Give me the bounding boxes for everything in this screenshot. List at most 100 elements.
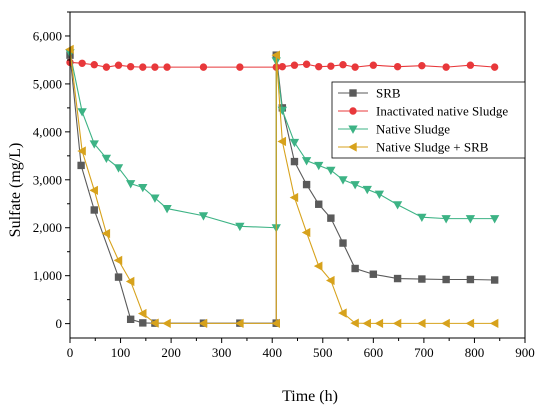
x-tick-label: 0	[67, 345, 74, 360]
data-point	[302, 180, 311, 189]
data-point	[339, 61, 347, 69]
x-tick-label: 500	[313, 345, 333, 360]
data-point	[417, 318, 426, 329]
y-tick-label: 6,000	[33, 28, 62, 43]
data-point	[351, 264, 359, 273]
data-point	[369, 61, 378, 69]
legend-marker	[348, 142, 357, 152]
legend-marker	[348, 125, 358, 134]
data-point	[490, 276, 499, 284]
data-point	[163, 63, 171, 71]
data-point	[466, 275, 475, 284]
data-point	[393, 274, 402, 283]
data-point	[162, 205, 172, 214]
data-point	[113, 255, 123, 265]
data-point	[441, 318, 450, 329]
data-point	[326, 275, 335, 286]
data-point	[125, 276, 135, 287]
data-point	[114, 61, 123, 69]
x-tick-label: 900	[515, 345, 535, 360]
data-point	[315, 200, 323, 208]
x-tick-label: 400	[262, 345, 282, 360]
data-point	[89, 185, 98, 195]
data-point	[393, 62, 402, 71]
data-point	[271, 50, 280, 60]
data-point	[139, 63, 147, 71]
data-point	[78, 59, 86, 67]
data-point	[235, 222, 245, 232]
data-point	[338, 308, 347, 318]
data-point	[235, 318, 244, 329]
legend-label: Inactivated native Sludge	[376, 104, 508, 119]
data-point	[465, 215, 476, 224]
legend-marker	[349, 89, 357, 97]
data-point	[392, 201, 403, 210]
data-point	[441, 215, 451, 224]
y-axis-label: Sulfate (mg/L)	[7, 143, 24, 238]
series-3	[65, 49, 500, 233]
data-point	[369, 270, 378, 278]
data-point	[278, 62, 287, 71]
data-point	[77, 146, 86, 156]
legend-label: SRB	[376, 86, 401, 101]
legend: SRB Inactivated native Sludge Native Sludg…	[331, 81, 526, 159]
data-point	[114, 273, 123, 281]
series-line	[69, 55, 495, 324]
data-point	[327, 214, 335, 222]
data-point	[418, 275, 426, 283]
data-point	[313, 261, 323, 271]
data-point	[101, 154, 112, 164]
data-point	[362, 318, 371, 329]
data-point	[290, 157, 299, 166]
x-tick-label: 600	[364, 345, 384, 360]
data-point	[126, 315, 135, 324]
data-point	[102, 63, 111, 71]
data-point	[490, 63, 499, 71]
y-tick-label: 5,000	[33, 76, 62, 91]
data-point	[126, 62, 135, 71]
y-tick-label: 0	[56, 316, 63, 331]
data-point	[301, 157, 312, 166]
data-point	[289, 138, 300, 148]
y-tick-label: 1,000	[33, 268, 62, 283]
data-point	[417, 213, 427, 223]
data-point	[137, 308, 147, 319]
data-point	[199, 63, 208, 71]
data-point	[138, 183, 148, 193]
data-point	[362, 185, 372, 195]
data-point	[418, 61, 426, 70]
legend-label: Native Sludge + SRB	[376, 140, 489, 155]
data-point	[77, 108, 87, 117]
data-point	[301, 227, 311, 238]
x-tick-label: 800	[465, 345, 485, 360]
data-point	[326, 166, 336, 176]
data-point	[327, 62, 335, 70]
x-tick-label: 700	[414, 345, 434, 360]
data-point	[466, 61, 475, 69]
data-point	[151, 63, 159, 71]
data-point	[442, 63, 450, 71]
data-point	[101, 228, 111, 239]
legend-box	[331, 81, 526, 159]
x-axis-label: Time (h)	[282, 388, 338, 405]
data-point	[489, 318, 499, 329]
data-point	[314, 161, 324, 171]
y-tick-label: 3,000	[33, 172, 62, 187]
data-point	[374, 318, 384, 329]
data-point	[338, 176, 348, 185]
data-point	[351, 63, 359, 71]
data-point	[339, 239, 347, 247]
data-point	[315, 62, 323, 71]
data-point	[198, 212, 209, 221]
data-point	[271, 318, 280, 329]
data-point	[198, 318, 208, 329]
data-point	[277, 136, 287, 147]
data-point	[350, 318, 359, 328]
legend-label: Native Sludge	[376, 122, 450, 137]
data-point	[139, 319, 147, 327]
data-point	[126, 180, 136, 189]
x-tick-label: 200	[161, 345, 181, 360]
x-tick-label: 300	[212, 345, 232, 360]
